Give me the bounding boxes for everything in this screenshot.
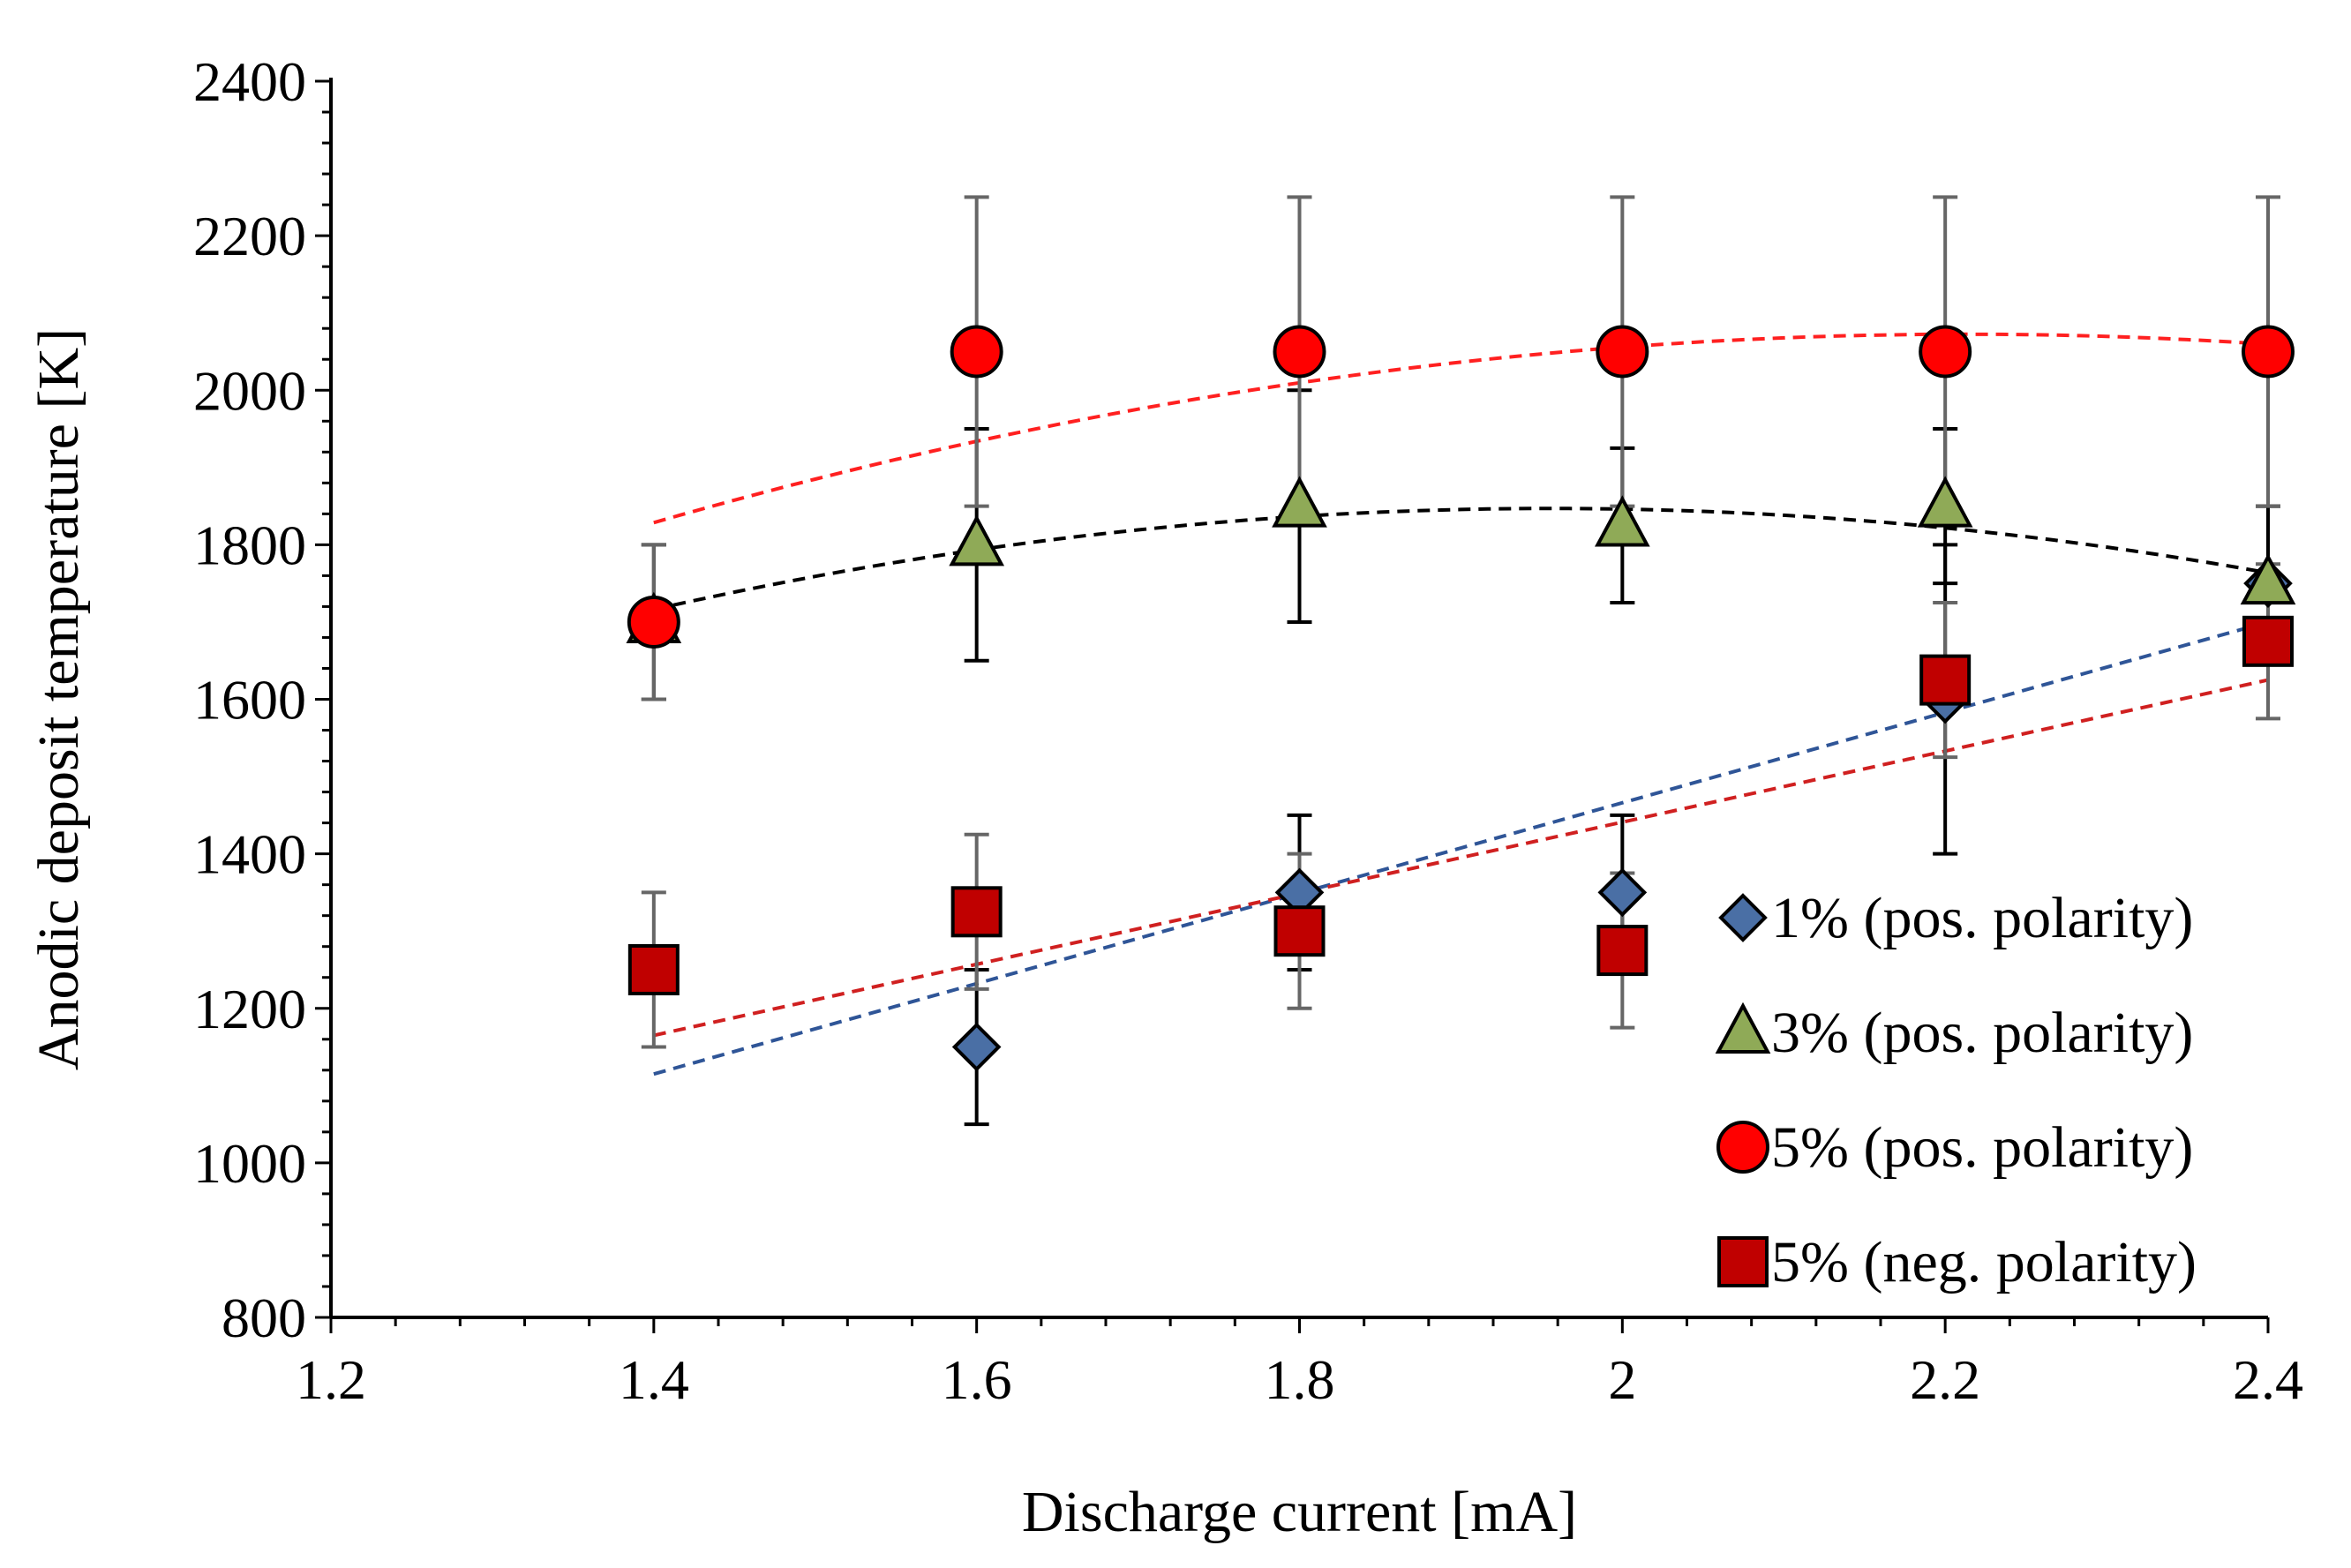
x-tick-label: 1.2 (296, 1348, 366, 1411)
trend-line (653, 332, 2269, 525)
data-point-square (1273, 905, 1326, 957)
data-point-diamond (1597, 867, 1648, 918)
data-point-circle (2242, 325, 2295, 379)
data-point-triangle (1594, 495, 1650, 547)
legend-item: 5% (pos. polarity) (1716, 1115, 2193, 1180)
data-point-circle (1596, 325, 1649, 379)
data-point-square (627, 943, 680, 995)
error-bars (641, 195, 2280, 1127)
legend-marker-triangle (1715, 1002, 1771, 1054)
x-tick-label: 2.2 (1910, 1348, 1980, 1411)
axes (315, 78, 2270, 1333)
data-point-square (1919, 654, 1972, 706)
y-tick-label: 2000 (193, 359, 306, 422)
trend-line (653, 619, 2269, 1077)
trend-lines (653, 332, 2269, 1077)
legend-label: 5% (neg. polarity) (1771, 1230, 2197, 1294)
data-point-triangle (949, 514, 1005, 566)
data-point-diamond (951, 1022, 1002, 1072)
data-point-circle (1273, 325, 1326, 379)
data-point-circle (627, 595, 680, 649)
y-tick-label: 1800 (193, 514, 306, 576)
data-point-square (1596, 925, 1649, 977)
data-point-circle (1919, 325, 1972, 379)
data-point-triangle (1917, 476, 1973, 528)
data-point-square (950, 886, 1003, 938)
legend-label: 1% (pos. polarity) (1771, 886, 2193, 950)
legend-label: 5% (pos. polarity) (1771, 1115, 2193, 1180)
tick-labels: 800 1000 1200 1400 1600 1800 2000 2200 2400 1.2 1.… (193, 50, 2303, 1411)
y-tick-label: 2400 (193, 50, 306, 113)
y-tick-label: 1000 (193, 1132, 306, 1195)
legend-marker-diamond (1718, 893, 1768, 942)
legend-label: 3% (pos. polarity) (1771, 1001, 2193, 1065)
data-point-square (2242, 615, 2294, 667)
x-tick-label: 2.4 (2233, 1348, 2303, 1411)
y-tick-label: 1400 (193, 823, 306, 886)
y-tick-label: 2200 (193, 205, 306, 267)
y-tick-label: 1200 (193, 978, 306, 1040)
legend-item: 5% (neg. polarity) (1717, 1230, 2197, 1294)
x-tick-label: 1.4 (619, 1348, 689, 1411)
data-point-triangle (2240, 552, 2296, 605)
y-tick-label: 800 (222, 1287, 306, 1349)
legend: 1% (pos. polarity) 3% (pos. polarity) 5% (… (1715, 886, 2197, 1294)
x-tick-label: 1.6 (942, 1348, 1012, 1411)
legend-marker-square (1717, 1236, 1769, 1287)
y-axis-title: Anodic deposit temperature [K] (26, 328, 91, 1070)
trend-line (653, 678, 2269, 1038)
legend-item: 3% (pos. polarity) (1715, 1001, 2193, 1065)
x-tick-label: 2 (1608, 1348, 1636, 1411)
trend-line (653, 506, 2269, 611)
data-point-circle (950, 325, 1003, 379)
data-markers (626, 325, 2296, 1072)
x-tick-label: 1.8 (1265, 1348, 1335, 1411)
data-point-triangle (1272, 476, 1327, 528)
legend-marker-circle (1716, 1121, 1769, 1174)
legend-item: 1% (pos. polarity) (1718, 886, 2193, 950)
x-axis-title: Discharge current [mA] (1022, 1480, 1577, 1544)
y-tick-label: 1600 (193, 669, 306, 731)
